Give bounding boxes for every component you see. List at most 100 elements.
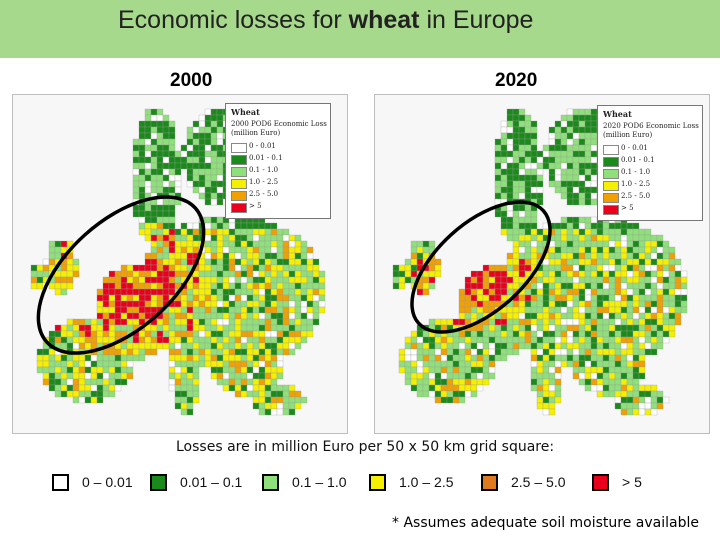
grid-cell: [150, 108, 158, 116]
grid-cell: [560, 348, 568, 356]
grid-cell: [192, 138, 200, 146]
grid-cell: [186, 348, 194, 356]
grid-cell: [108, 324, 116, 332]
grid-cell: [180, 366, 188, 374]
grid-cell: [668, 270, 676, 278]
grid-cell: [168, 378, 176, 386]
grid-cell: [518, 144, 526, 152]
grid-cell: [452, 396, 460, 404]
grid-cell: [318, 300, 326, 308]
grid-cell: [234, 312, 242, 320]
grid-cell: [590, 324, 598, 332]
grid-cell: [476, 330, 484, 338]
grid-cell: [132, 288, 140, 296]
grid-cell: [36, 366, 44, 374]
grid-cell: [494, 192, 502, 200]
grid-cell: [150, 342, 158, 350]
grid-cell: [584, 108, 592, 116]
grid-cell: [138, 288, 146, 296]
grid-cell: [306, 258, 314, 266]
grid-cell: [542, 390, 550, 398]
grid-cell: [72, 264, 80, 272]
grid-cell: [500, 276, 508, 284]
grid-cell: [506, 228, 514, 236]
grid-cell: [404, 366, 412, 374]
grid-cell: [30, 282, 38, 290]
grid-cell: [192, 168, 200, 176]
grid-cell: [30, 276, 38, 284]
grid-cell: [590, 294, 598, 302]
grid-cell: [210, 240, 218, 248]
grid-cell: [210, 132, 218, 140]
grid-cell: [422, 384, 430, 392]
grid-cell: [102, 324, 110, 332]
grid-cell: [524, 138, 532, 146]
grid-cell: [186, 306, 194, 314]
grid-cell: [198, 348, 206, 356]
grid-cell: [246, 276, 254, 284]
grid-cell: [470, 360, 478, 368]
grid-cell: [566, 294, 574, 302]
grid-cell: [614, 360, 622, 368]
grid-cell: [464, 312, 472, 320]
grid-cell: [150, 330, 158, 338]
grid-cell: [410, 336, 418, 344]
grid-cell: [156, 270, 164, 278]
grid-cell: [584, 216, 592, 224]
grid-cell: [512, 258, 520, 266]
grid-cell: [512, 222, 520, 230]
grid-cell: [470, 336, 478, 344]
grid-cell: [494, 282, 502, 290]
grid-cell: [578, 246, 586, 254]
grid-cell: [548, 276, 556, 284]
grid-cell: [656, 336, 664, 344]
grid-cell: [548, 390, 556, 398]
grid-cell: [542, 156, 550, 164]
grid-cell: [548, 336, 556, 344]
grid-cell: [246, 348, 254, 356]
grid-cell: [132, 210, 140, 218]
grid-cell: [554, 300, 562, 308]
grid-cell: [228, 372, 236, 380]
grid-cell: [252, 324, 260, 332]
grid-cell: [180, 258, 188, 266]
page-title: Economic losses for wheat in Europe: [118, 6, 533, 35]
grid-cell: [150, 258, 158, 266]
grid-cell: [282, 306, 290, 314]
grid-cell: [216, 330, 224, 338]
grid-cell: [524, 156, 532, 164]
grid-cell: [240, 312, 248, 320]
grid-cell: [464, 336, 472, 344]
grid-cell: [66, 264, 74, 272]
grid-cell: [96, 294, 104, 302]
grid-cell: [626, 330, 634, 338]
grid-cell: [506, 288, 514, 296]
grid-cell: [422, 390, 430, 398]
legend-unit: (million Euro): [231, 129, 281, 137]
grid-cell: [398, 282, 406, 290]
grid-cell: [276, 228, 284, 236]
grid-cell: [656, 306, 664, 314]
grid-cell: [120, 276, 128, 284]
grid-cell: [78, 396, 86, 404]
grid-cell: [524, 168, 532, 176]
grid-cell: [506, 348, 514, 356]
grid-cell: [264, 348, 272, 356]
grid-cell: [494, 336, 502, 344]
grid-cell: [584, 294, 592, 302]
grid-cell: [536, 378, 544, 386]
grid-cell: [192, 330, 200, 338]
grid-cell: [288, 258, 296, 266]
grid-cell: [300, 312, 308, 320]
grid-cell: [656, 342, 664, 350]
grid-cell: [554, 156, 562, 164]
grid-cell: [258, 276, 266, 284]
grid-cell: [180, 348, 188, 356]
grid-cell: [416, 288, 424, 296]
grid-cell: [258, 234, 266, 242]
grid-cell: [470, 312, 478, 320]
grid-cell: [294, 330, 302, 338]
grid-cell: [620, 258, 628, 266]
grid-cell: [180, 300, 188, 308]
grid-cell: [464, 354, 472, 362]
